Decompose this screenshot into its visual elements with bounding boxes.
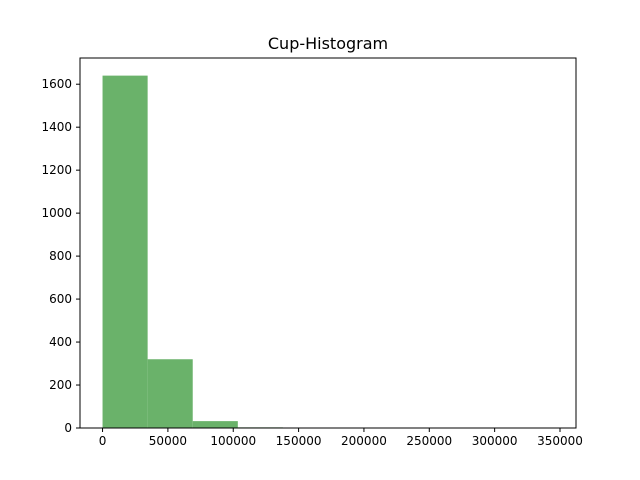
x-tick-label: 50000 (149, 434, 187, 448)
y-tick-label: 600 (49, 292, 72, 306)
y-tick-label: 0 (64, 421, 72, 435)
bars-group (102, 75, 554, 428)
x-tick-label: 150000 (276, 434, 322, 448)
x-tick-label: 250000 (406, 434, 452, 448)
x-tick-label: 0 (99, 434, 107, 448)
y-tick-label: 200 (49, 378, 72, 392)
y-tick-label: 800 (49, 249, 72, 263)
y-tick-label: 400 (49, 335, 72, 349)
x-tick-label: 300000 (472, 434, 518, 448)
histogram-bar-2 (192, 421, 238, 428)
histogram-bar-0 (102, 75, 148, 428)
y-tick-label: 1600 (41, 77, 72, 91)
y-tick-label: 1400 (41, 120, 72, 134)
histogram-bar-1 (147, 359, 193, 428)
x-tick-label: 100000 (210, 434, 256, 448)
x-tick-label: 200000 (341, 434, 387, 448)
x-axis: 0 50000 100000 150000 200000 250000 300000 3500… (99, 428, 583, 448)
y-axis: 0 200 400 600 800 1000 1200 1400 1600 (41, 77, 80, 435)
chart-title: Cup-Histogram (268, 34, 388, 53)
y-tick-label: 1000 (41, 206, 72, 220)
y-tick-label: 1200 (41, 163, 72, 177)
x-tick-label: 350000 (537, 434, 583, 448)
plot-frame (79, 57, 577, 429)
